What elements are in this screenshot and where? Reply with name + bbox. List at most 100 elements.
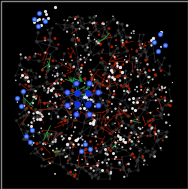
Point (48, 65, 51, 68)
Point (133, 131, 136, 134)
Point (25, 135, 28, 138)
Point (91, 22, 94, 25)
Point (111, 147, 114, 150)
Point (19, 76, 22, 79)
Point (21, 74, 24, 77)
Point (41, 85, 44, 88)
Point (89, 58, 92, 61)
Point (151, 126, 154, 129)
Point (66, 143, 69, 146)
Point (95, 28, 98, 31)
Point (105, 151, 108, 154)
Point (89, 51, 92, 54)
Point (142, 101, 145, 104)
Point (106, 108, 109, 112)
Point (149, 125, 152, 128)
Point (47, 107, 50, 110)
Point (124, 76, 127, 79)
Point (71, 79, 74, 82)
Point (140, 142, 143, 145)
Point (130, 73, 133, 76)
Point (110, 36, 113, 39)
Point (75, 93, 78, 96)
Point (37, 59, 40, 62)
Point (69, 55, 72, 58)
Point (74, 29, 77, 32)
Point (103, 148, 106, 151)
Point (145, 101, 148, 104)
Point (20, 68, 23, 71)
Point (16, 101, 19, 104)
Point (158, 67, 161, 70)
Point (35, 40, 38, 43)
Point (89, 33, 92, 36)
Point (139, 46, 142, 49)
Point (145, 56, 148, 59)
Point (117, 29, 120, 32)
Point (89, 140, 92, 143)
Point (119, 74, 122, 77)
Point (101, 84, 104, 87)
Point (118, 66, 121, 69)
Point (92, 84, 95, 87)
Point (123, 106, 126, 109)
Point (94, 80, 97, 83)
Point (151, 78, 154, 81)
Point (136, 68, 139, 71)
Point (89, 167, 92, 170)
Point (165, 135, 168, 138)
Point (121, 99, 124, 102)
Point (113, 69, 116, 72)
Point (88, 30, 91, 33)
Point (116, 62, 119, 65)
Point (84, 58, 87, 61)
Point (99, 85, 102, 88)
Point (131, 70, 134, 73)
Point (71, 38, 74, 41)
Point (55, 112, 58, 115)
Point (33, 21, 36, 24)
Point (123, 83, 126, 86)
Point (94, 120, 97, 123)
Point (143, 146, 146, 149)
Point (100, 121, 103, 124)
Point (128, 90, 131, 93)
Point (85, 160, 88, 163)
Point (105, 66, 108, 69)
Point (142, 163, 145, 166)
Point (144, 106, 147, 109)
Point (76, 110, 79, 113)
Point (135, 85, 138, 88)
Point (80, 166, 83, 169)
Point (54, 138, 57, 141)
Point (67, 69, 70, 72)
Point (115, 146, 118, 149)
Point (23, 101, 26, 104)
Point (60, 120, 63, 123)
Point (97, 168, 100, 171)
Point (130, 32, 133, 35)
Point (150, 42, 153, 45)
Point (48, 112, 51, 115)
Point (100, 91, 103, 94)
Point (19, 116, 22, 119)
Point (77, 136, 80, 139)
Point (22, 122, 25, 125)
Point (32, 17, 35, 20)
Point (137, 116, 140, 119)
Point (88, 16, 91, 19)
Point (49, 53, 52, 56)
Point (67, 146, 70, 149)
Point (66, 128, 69, 131)
Point (98, 82, 101, 85)
Point (33, 152, 36, 155)
Point (127, 124, 130, 127)
Point (90, 76, 93, 79)
Point (160, 149, 163, 152)
Point (150, 38, 153, 41)
Point (74, 16, 77, 19)
Point (105, 21, 108, 24)
Point (60, 135, 63, 138)
Point (94, 22, 97, 25)
Point (38, 131, 41, 134)
